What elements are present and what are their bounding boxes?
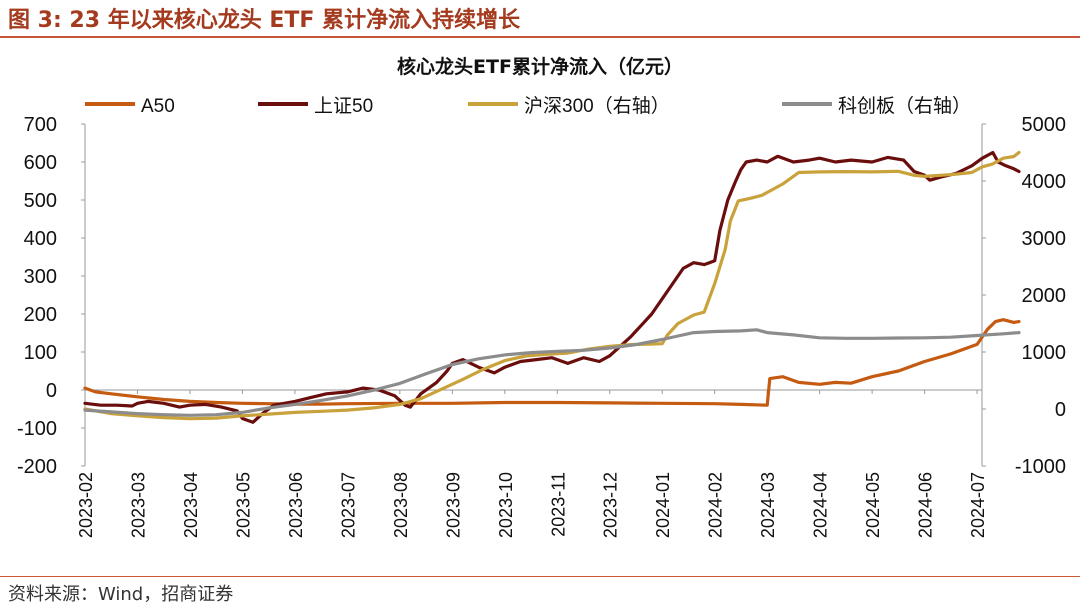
x-tick-label: 2024-04 bbox=[811, 472, 831, 538]
x-tick-label: 2023-07 bbox=[338, 472, 358, 538]
y-tick-label-left: 0 bbox=[46, 380, 57, 402]
y-tick-label-right: 1000 bbox=[1022, 342, 1067, 364]
y-tick-label-right: 0 bbox=[1055, 399, 1066, 421]
y-tick-label-right: 4000 bbox=[1022, 171, 1067, 193]
y-tick-label-right: -1000 bbox=[1015, 456, 1066, 478]
x-tick-label: 2024-05 bbox=[863, 472, 883, 538]
series-line-2 bbox=[83, 150, 1021, 421]
y-tick-label-right: 5000 bbox=[1022, 114, 1067, 136]
x-tick-label: 2023-08 bbox=[391, 472, 411, 538]
legend: A50 上证50 沪深300（右轴） 科创板（右轴） bbox=[85, 95, 971, 117]
figure-title: 图 3: 23 年以来核心龙头 ETF 累计净流入持续增长 bbox=[8, 8, 521, 33]
x-tick-label: 2023-05 bbox=[233, 472, 253, 538]
y-tick-label-left: 500 bbox=[24, 190, 57, 212]
series-line-1 bbox=[83, 150, 1021, 424]
axes-layer: -200-1000100200300400500600700-100001000… bbox=[17, 114, 1066, 538]
x-tick-label: 2024-03 bbox=[758, 472, 778, 538]
y-tick-label-left: 400 bbox=[24, 228, 57, 250]
series-layer bbox=[83, 150, 1021, 424]
x-tick-label: 2023-06 bbox=[286, 472, 306, 538]
legend-label-1: 上证50 bbox=[314, 95, 373, 117]
legend-label-2: 沪深300（右轴） bbox=[524, 95, 670, 117]
x-tick-label: 2024-07 bbox=[968, 472, 988, 538]
x-tick-label: 2024-01 bbox=[653, 472, 673, 538]
y-tick-label-left: 200 bbox=[24, 304, 57, 326]
series-line-3 bbox=[83, 328, 1021, 417]
x-tick-label: 2023-02 bbox=[76, 472, 96, 538]
x-tick-label: 2024-02 bbox=[706, 472, 726, 538]
y-tick-label-right: 2000 bbox=[1022, 285, 1067, 307]
chart-title: 核心龙头ETF累计净流入（亿元） bbox=[397, 56, 683, 78]
title-divider bbox=[0, 36, 1080, 38]
source-note: 资料来源：Wind，招商证券 bbox=[8, 584, 234, 605]
legend-label-0: A50 bbox=[141, 96, 175, 117]
legend-label-3: 科创板（右轴） bbox=[838, 95, 971, 117]
source-divider bbox=[0, 576, 1080, 577]
x-tick-label: 2024-06 bbox=[916, 472, 936, 538]
y-tick-label-right: 3000 bbox=[1022, 228, 1067, 250]
x-tick-label: 2023-12 bbox=[601, 472, 621, 538]
y-tick-label-left: -200 bbox=[17, 456, 57, 478]
y-tick-label-left: 100 bbox=[24, 342, 57, 364]
x-tick-label: 2023-04 bbox=[181, 472, 201, 538]
y-tick-label-left: -100 bbox=[17, 418, 57, 440]
x-tick-label: 2023-09 bbox=[443, 472, 463, 538]
x-tick-label: 2023-03 bbox=[128, 472, 148, 538]
x-tick-label: 2023-11 bbox=[548, 472, 568, 537]
x-tick-label: 2023-10 bbox=[496, 472, 516, 538]
y-tick-label-left: 300 bbox=[24, 266, 57, 288]
series-line-0 bbox=[83, 318, 1021, 407]
y-tick-label-left: 700 bbox=[24, 114, 57, 136]
y-tick-label-left: 600 bbox=[24, 152, 57, 174]
